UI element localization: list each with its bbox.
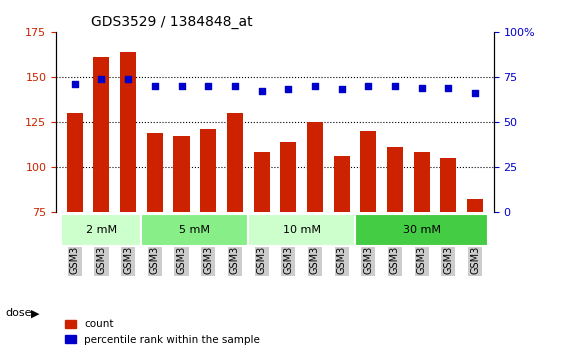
Point xyxy=(444,85,453,91)
Point xyxy=(390,83,399,89)
Point xyxy=(471,90,480,96)
Bar xyxy=(360,131,376,212)
Point xyxy=(310,83,319,89)
Text: 10 mM: 10 mM xyxy=(283,225,320,235)
Point xyxy=(231,83,240,89)
Text: dose: dose xyxy=(6,308,32,318)
Bar xyxy=(254,153,269,212)
Text: 5 mM: 5 mM xyxy=(180,225,210,235)
Text: ▶: ▶ xyxy=(31,308,39,318)
Bar xyxy=(94,57,109,212)
Point xyxy=(337,87,346,92)
Bar xyxy=(120,52,136,212)
Bar xyxy=(147,133,163,212)
Bar xyxy=(440,158,456,212)
FancyBboxPatch shape xyxy=(141,213,248,246)
Point xyxy=(204,83,213,89)
FancyBboxPatch shape xyxy=(248,213,355,246)
Bar xyxy=(307,122,323,212)
Point xyxy=(97,76,106,81)
Bar xyxy=(227,113,243,212)
Bar xyxy=(413,153,430,212)
Point xyxy=(284,87,293,92)
Point xyxy=(364,83,373,89)
Point xyxy=(177,83,186,89)
Bar xyxy=(67,113,83,212)
Text: GDS3529 / 1384848_at: GDS3529 / 1384848_at xyxy=(91,16,253,29)
Legend: count, percentile rank within the sample: count, percentile rank within the sample xyxy=(61,315,264,349)
Bar xyxy=(200,129,216,212)
Point xyxy=(417,85,426,91)
Text: 2 mM: 2 mM xyxy=(86,225,117,235)
Point xyxy=(257,88,266,94)
Text: 30 mM: 30 mM xyxy=(403,225,440,235)
Bar xyxy=(467,199,483,212)
Point xyxy=(70,81,79,87)
Bar xyxy=(334,156,350,212)
FancyBboxPatch shape xyxy=(62,213,141,246)
Point xyxy=(123,76,132,81)
FancyBboxPatch shape xyxy=(355,213,488,246)
Bar xyxy=(173,136,190,212)
Bar xyxy=(280,142,296,212)
Bar xyxy=(387,147,403,212)
Point xyxy=(150,83,159,89)
